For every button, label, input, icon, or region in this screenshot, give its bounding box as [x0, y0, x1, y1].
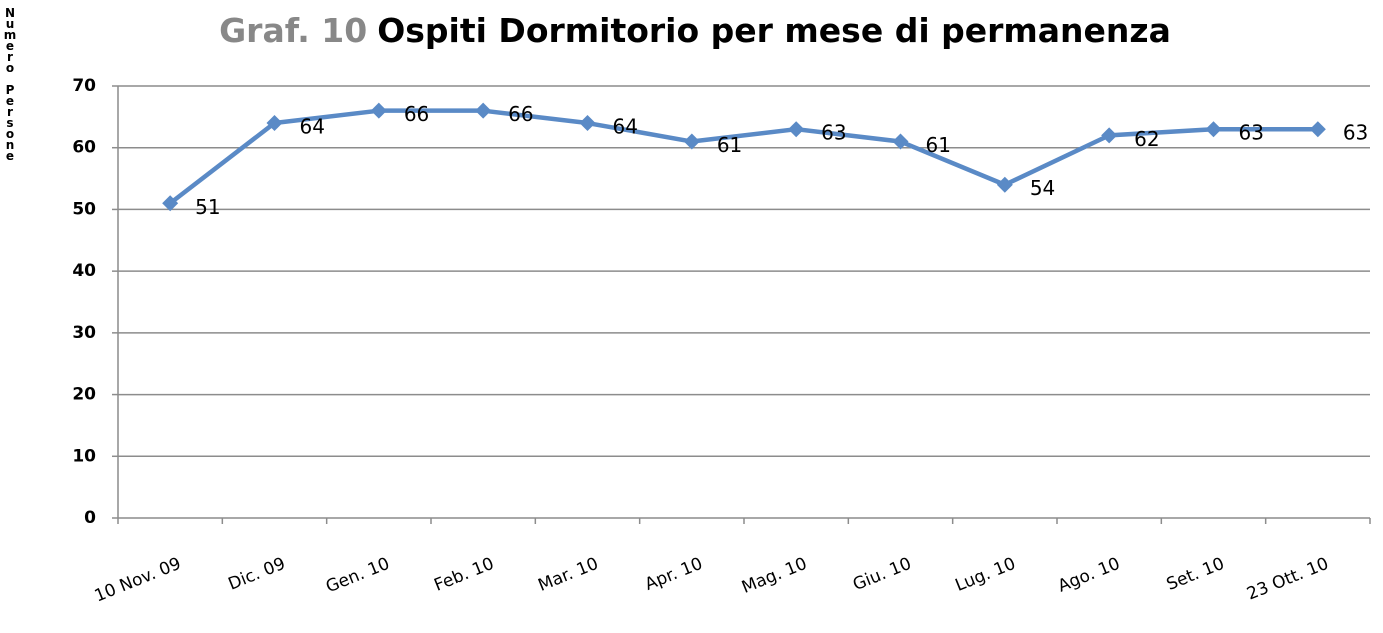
point-marker [683, 133, 700, 150]
x-tick-label: Mag. 10 [739, 554, 810, 598]
data-label: 64 [613, 115, 638, 139]
chart-title: Graf. 10 Ospiti Dormitorio per mese di pe… [219, 11, 1171, 50]
y-tick-label: 50 [72, 199, 96, 219]
point-marker [996, 176, 1013, 193]
x-tick-label: Lug. 10 [953, 554, 1019, 596]
y-tick-label: 30 [72, 323, 96, 343]
data-label: 63 [821, 121, 846, 145]
x-tick-label: Feb. 10 [431, 554, 496, 596]
data-label: 62 [1134, 127, 1159, 151]
y-tick-label: 70 [72, 76, 96, 96]
x-tick-label: Set. 10 [1164, 554, 1227, 595]
data-label: 51 [195, 195, 220, 219]
x-tick-label: Dic. 09 [225, 554, 288, 595]
line-series [168, 108, 1318, 206]
point-marker [266, 115, 283, 132]
data-label: 63 [1239, 121, 1264, 145]
point-marker [1205, 121, 1222, 138]
y-tick-label: 0 [84, 508, 96, 528]
point-marker [579, 115, 596, 132]
point-marker [1101, 127, 1118, 144]
data-label: 54 [1030, 176, 1055, 200]
data-label: 61 [717, 133, 742, 157]
x-tick-label: 10 Nov. 09 [92, 554, 184, 607]
x-tick-label: Giu. 10 [850, 554, 914, 595]
data-label: 61 [926, 133, 951, 157]
y-axis-label: Numero Persone [3, 6, 17, 160]
x-tick-label: Gen. 10 [323, 554, 392, 598]
x-tick-label: Mar. 10 [535, 554, 601, 596]
point-marker [475, 102, 492, 119]
title-text: Ospiti Dormitorio per mese di permanenza [377, 11, 1171, 50]
y-tick-label: 60 [72, 138, 96, 158]
point-marker [892, 133, 909, 150]
y-tick-label: 10 [72, 446, 96, 466]
x-tick-label: 23 Ott. 10 [1244, 554, 1331, 605]
data-label: 64 [300, 115, 325, 139]
x-tick-label: Ago. 10 [1055, 554, 1123, 597]
y-tick-label: 40 [72, 261, 96, 281]
point-marker [370, 102, 387, 119]
y-tick-label: 20 [72, 385, 96, 405]
data-label: 66 [508, 102, 533, 126]
point-marker [1309, 121, 1326, 138]
point-marker [788, 121, 805, 138]
point-marker [162, 195, 179, 212]
x-tick-label: Apr. 10 [642, 554, 705, 595]
data-label: 63 [1343, 121, 1368, 145]
title-label: Graf. 10 [219, 11, 367, 50]
data-label: 66 [404, 102, 429, 126]
